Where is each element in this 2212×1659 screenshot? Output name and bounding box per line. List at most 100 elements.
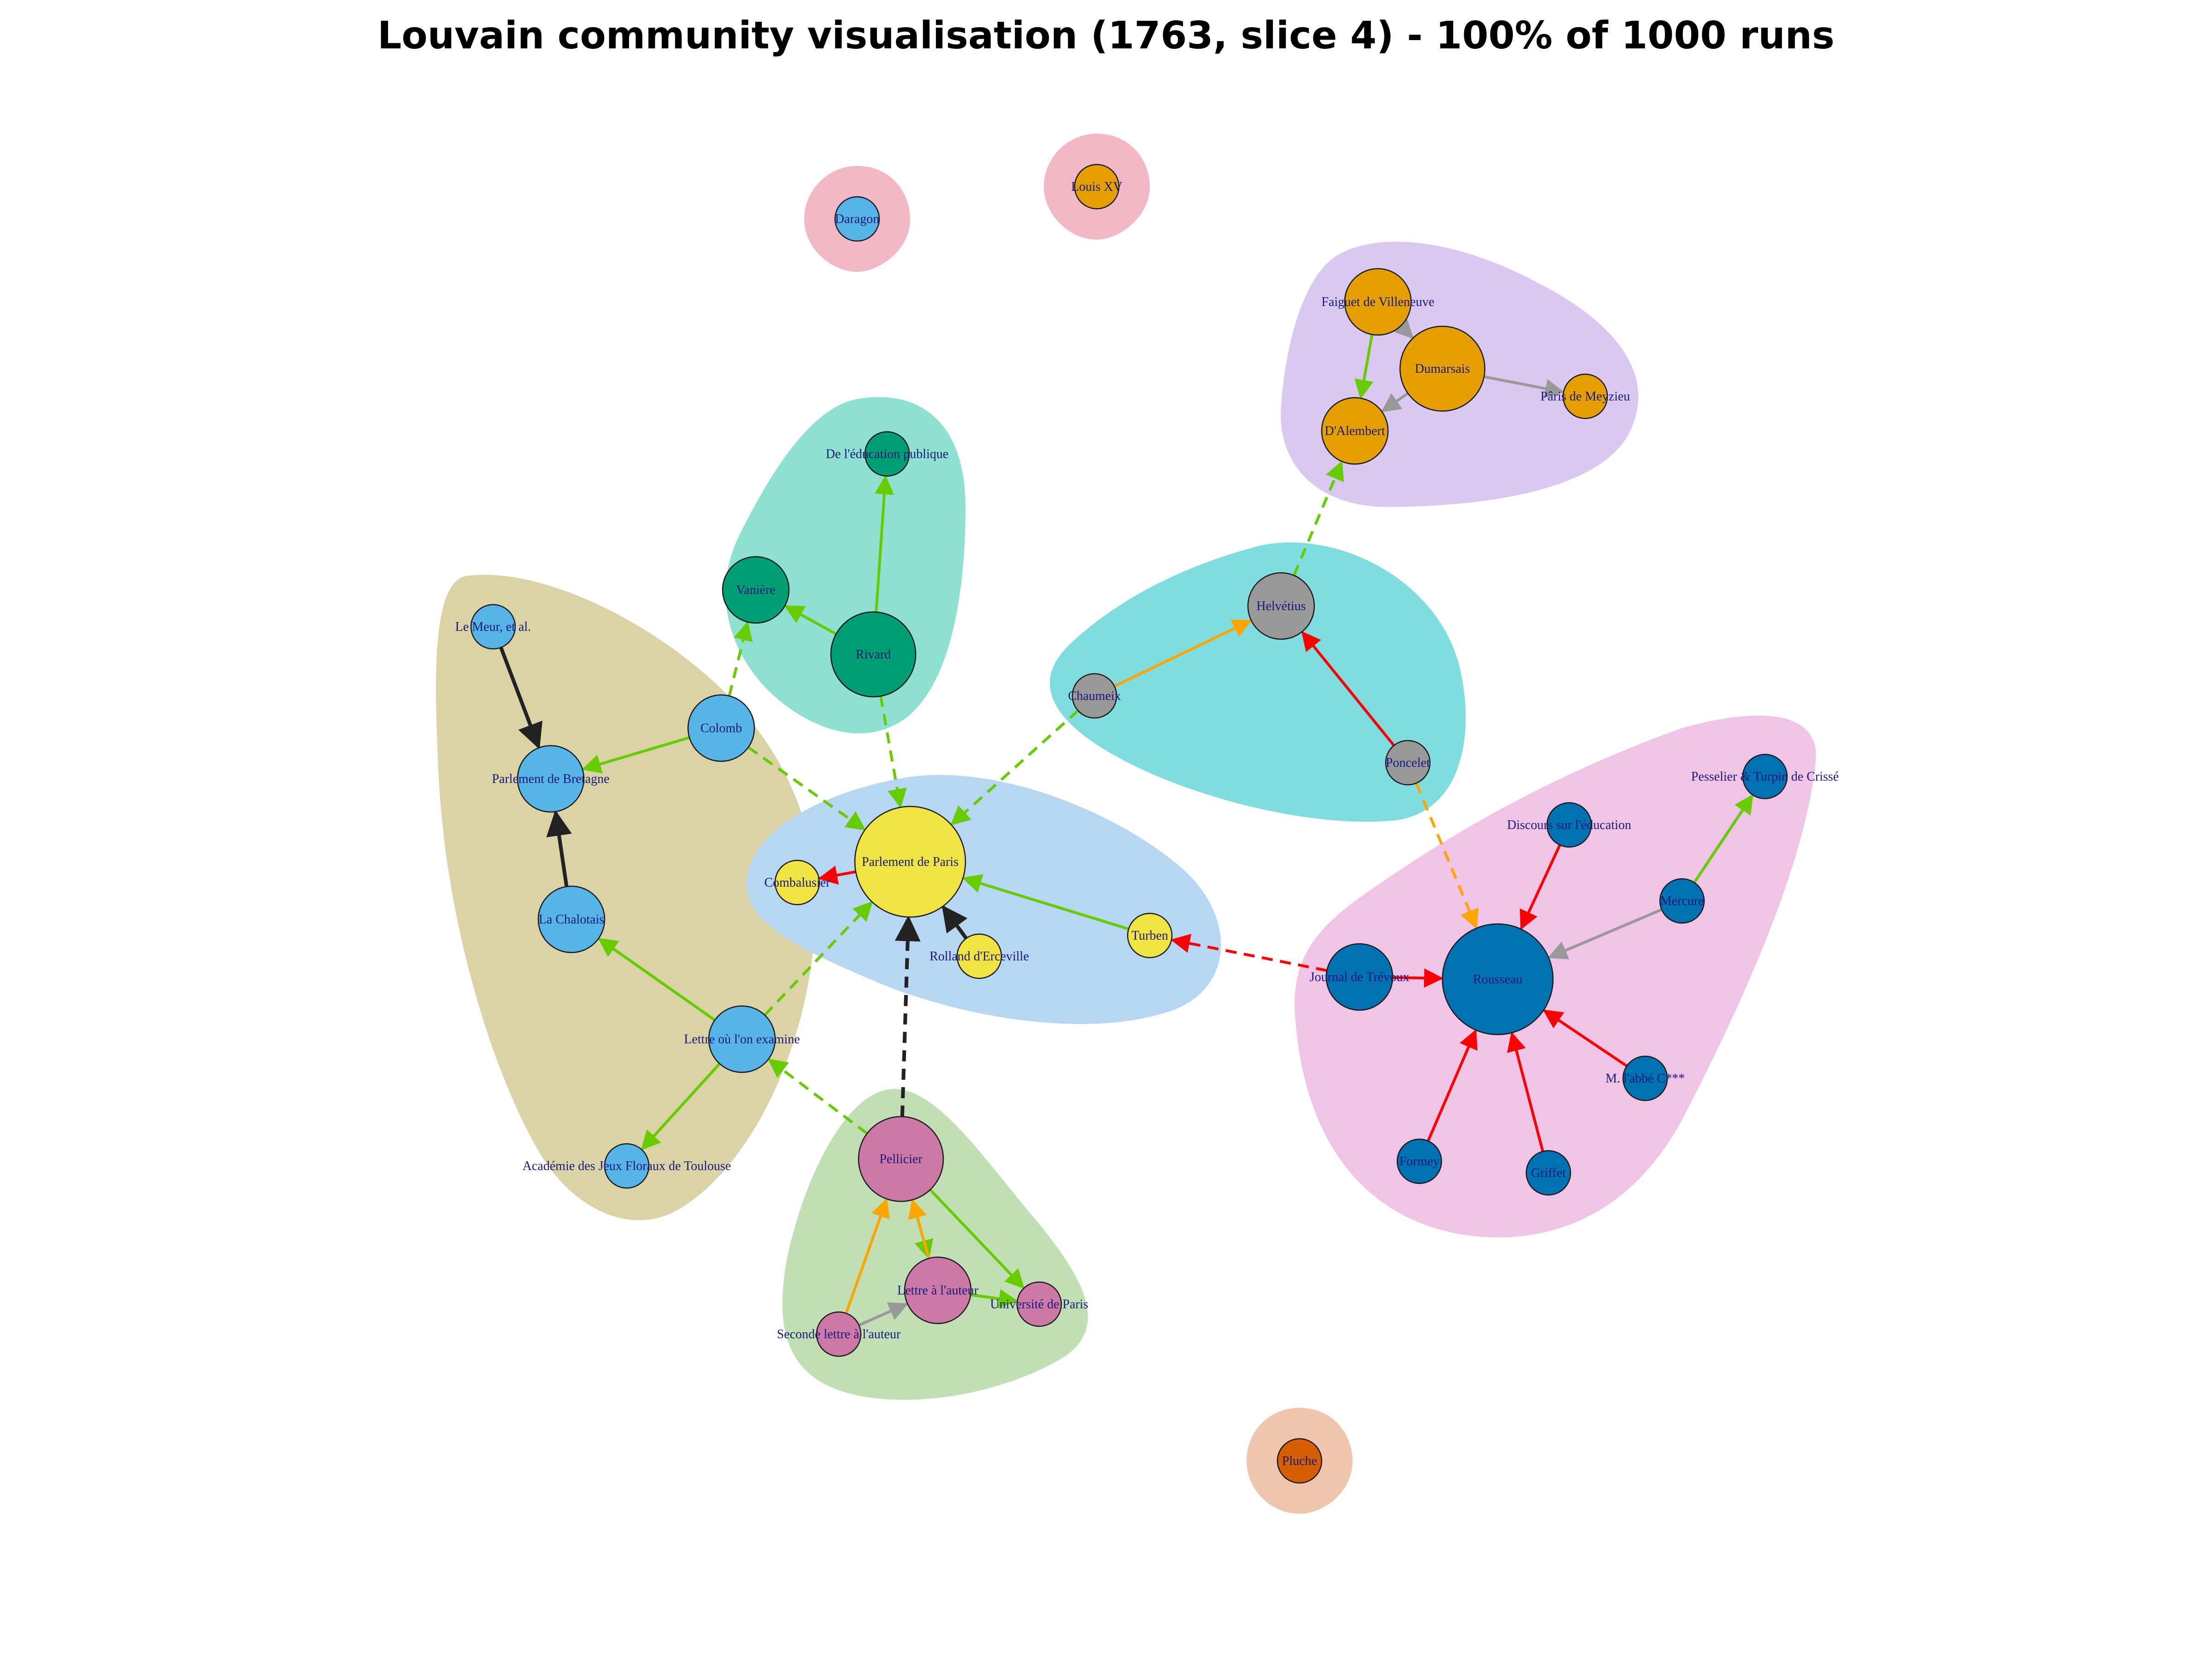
- community-hull-parlement: [747, 775, 1221, 1024]
- node-label-chaumeix: Chaumeix: [1068, 689, 1121, 703]
- edge-lettre_auteur-to-pellicier: [908, 1199, 930, 1259]
- node-label-pluche: Pluche: [1282, 1454, 1317, 1468]
- node-label-dalembert: D'Alembert: [1324, 424, 1385, 438]
- node-label-louisxv: Louis XV: [1071, 180, 1122, 194]
- node-label-le_meur: Le Meur, et al.: [455, 620, 531, 634]
- edge-dumarsais-to-dalembert: [1381, 392, 1409, 412]
- node-abbe[interactable]: [1622, 1055, 1668, 1101]
- edge-colomb-to-parl_bretagne: [581, 736, 690, 774]
- node-label-turben: Turben: [1131, 929, 1168, 943]
- edge-mercure-to-pesselier: [1693, 794, 1753, 883]
- node-helvetius[interactable]: [1247, 572, 1315, 640]
- node-daragon[interactable]: [834, 196, 880, 242]
- node-poncelet[interactable]: [1385, 740, 1431, 786]
- node-colomb[interactable]: [687, 694, 755, 762]
- nodes-layer: [470, 164, 1788, 1484]
- node-label-discours: Discours sur l'éducation: [1507, 818, 1631, 832]
- node-rolland[interactable]: [956, 933, 1002, 979]
- node-label-educ_publique: De l'éducation publique: [826, 447, 948, 461]
- node-vaniere[interactable]: [722, 556, 790, 624]
- community-hull-rousseau: [1294, 715, 1816, 1238]
- edge-lettre_auteur-to-universite_paris: [970, 1289, 1018, 1308]
- edge-seconde_lettre-to-pellicier: [845, 1198, 890, 1314]
- edge-colomb-to-vaniere: [728, 621, 753, 696]
- edge-turben-to-parl_paris: [962, 874, 1130, 930]
- edges-layer: [499, 318, 1753, 1327]
- page-title: Louvain community visualisation (1763, s…: [377, 14, 1835, 58]
- node-faiguet[interactable]: [1344, 268, 1412, 336]
- edge-chaumeix-to-parl_paris: [950, 709, 1079, 826]
- labels-layer: Daragon Louis XV Faiguet de Villeneuve Duma…: [455, 180, 1839, 1468]
- node-label-paris_meyzieu: Pâris de Meyzieu: [1541, 389, 1630, 404]
- node-chaumeix[interactable]: [1071, 673, 1118, 719]
- node-pellicier[interactable]: [858, 1116, 944, 1202]
- node-label-vaniere: Vanière: [736, 583, 776, 597]
- node-label-pellicier: Pellicier: [879, 1152, 923, 1166]
- node-label-seconde_lettre: Seconde lettre à l'auteur: [777, 1327, 901, 1341]
- node-label-rousseau: Rousseau: [1473, 972, 1522, 987]
- edge-colomb-to-parl_paris: [747, 746, 866, 830]
- edge-dumarsais-to-paris_meyzieu: [1483, 375, 1565, 398]
- edge-discours-to-rousseau: [1520, 844, 1561, 930]
- edge-pellicier-to-universite_paris: [929, 1188, 1025, 1289]
- node-label-dumarsais: Dumarsais: [1415, 362, 1470, 376]
- node-label-pesselier: Pesselier & Turpin de Crissé: [1691, 770, 1839, 784]
- node-discours[interactable]: [1546, 802, 1592, 848]
- node-label-rolland: Rolland d'Erceville: [930, 949, 1029, 964]
- node-label-formey: Formey: [1399, 1154, 1439, 1169]
- node-label-parl_paris: Parlement de Paris: [862, 855, 959, 869]
- node-paris_meyzieu[interactable]: [1562, 373, 1608, 419]
- edge-faiguet-to-dalembert: [1354, 334, 1374, 400]
- node-label-mercure: Mercure: [1660, 894, 1704, 908]
- node-combalusier[interactable]: [774, 859, 820, 906]
- node-educ_publique[interactable]: [864, 431, 910, 477]
- node-dalembert[interactable]: [1321, 397, 1389, 465]
- edge-griffet-to-rousseau: [1507, 1031, 1544, 1152]
- edge-poncelet-to-rousseau: [1415, 782, 1479, 930]
- node-griffet[interactable]: [1525, 1150, 1571, 1196]
- edge-faiguet-to-dumarsais: [1393, 318, 1414, 339]
- node-pesselier[interactable]: [1742, 753, 1788, 800]
- node-label-journal_trevoux: Journal de Trévoux: [1310, 970, 1409, 984]
- node-parl_bretagne[interactable]: [517, 745, 585, 813]
- node-dumarsais[interactable]: [1399, 325, 1486, 412]
- node-label-la_chalotais: La Chalotais: [539, 912, 604, 927]
- node-la_chalotais[interactable]: [537, 885, 606, 953]
- node-label-faiguet: Faiguet de Villeneuve: [1321, 295, 1434, 309]
- edge-formey-to-rousseau: [1427, 1029, 1478, 1142]
- edge-journal_trevoux-to-rousseau: [1392, 968, 1444, 988]
- node-rousseau[interactable]: [1441, 923, 1554, 1035]
- node-label-combalusier: Combalusier: [764, 876, 830, 890]
- edge-mercure-to-rousseau: [1547, 908, 1662, 959]
- node-turben[interactable]: [1127, 912, 1173, 959]
- node-journal_trevoux[interactable]: [1325, 943, 1394, 1011]
- edge-le_meur-to-parl_bretagne: [499, 647, 543, 750]
- node-le_meur[interactable]: [470, 604, 516, 650]
- edge-pellicier-to-lettre_examine: [767, 1059, 868, 1135]
- edge-abbe-to-rousseau: [1542, 1009, 1628, 1067]
- node-label-lettre_auteur: Lettre à l'auteur: [897, 1283, 979, 1298]
- node-pluche[interactable]: [1277, 1438, 1323, 1484]
- edge-lettre_examine-to-parl_paris: [764, 901, 873, 1016]
- node-label-lettre_examine: Lettre où l'on examine: [684, 1032, 800, 1047]
- node-label-rivard: Rivard: [856, 647, 891, 662]
- edge-lettre_examine-to-la_chalotais: [598, 938, 716, 1022]
- node-rivard[interactable]: [830, 611, 917, 698]
- edge-parl_paris-to-combalusier: [818, 865, 856, 885]
- edge-chaumeix-to-helvetius: [1113, 619, 1253, 688]
- node-universite_paris[interactable]: [1016, 1281, 1062, 1327]
- node-louisxv[interactable]: [1074, 164, 1120, 210]
- edge-la_chalotais-to-parl_bretagne: [546, 810, 572, 887]
- node-label-abbe: M. l'abbé C***: [1606, 1071, 1685, 1086]
- node-parl_paris[interactable]: [854, 806, 966, 918]
- node-lettre_auteur[interactable]: [904, 1256, 972, 1324]
- node-seconde_lettre[interactable]: [816, 1311, 862, 1357]
- node-label-daragon: Daragon: [835, 212, 879, 226]
- edge-rivard-to-vaniere: [784, 605, 837, 635]
- node-formey[interactable]: [1396, 1138, 1442, 1184]
- node-academie[interactable]: [604, 1143, 650, 1189]
- edge-rivard-to-parl_paris: [879, 696, 907, 809]
- node-lettre_examine[interactable]: [708, 1005, 776, 1073]
- edge-lettre_examine-to-academie: [641, 1063, 721, 1151]
- node-mercure[interactable]: [1659, 878, 1705, 924]
